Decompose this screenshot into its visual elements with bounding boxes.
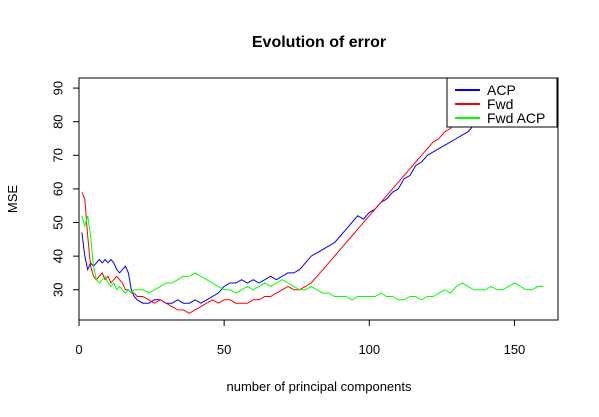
series-line-2 [81, 215, 544, 301]
plot-area [78, 77, 559, 321]
x-tick-label: 0 [75, 342, 82, 357]
legend-label-1: Fwd [487, 96, 513, 112]
y-tick-label: 30 [50, 283, 65, 297]
y-axis: 30 40 50 60 70 80 90 [50, 81, 79, 297]
x-axis: 0 50 100 150 [75, 320, 525, 357]
x-tick-label: 150 [504, 342, 526, 357]
y-tick-label: 90 [50, 81, 65, 95]
y-tick-label: 80 [50, 114, 65, 128]
legend-label-0: ACP [487, 82, 516, 98]
y-axis-label: MSE [5, 185, 20, 214]
y-tick-label: 40 [50, 249, 65, 263]
y-tick-label: 50 [50, 215, 65, 229]
y-tick-label: 70 [50, 148, 65, 162]
series-line-1 [81, 121, 468, 314]
series-layer [81, 121, 544, 314]
plot-frame [78, 77, 559, 321]
x-tick-label: 50 [217, 342, 231, 357]
y-tick-label: 60 [50, 182, 65, 196]
chart-title: Evolution of error [252, 34, 386, 51]
legend-label-2: Fwd ACP [487, 110, 545, 126]
x-tick-label: 100 [358, 342, 380, 357]
series-line-0 [81, 124, 475, 304]
x-axis-label: number of principal components [227, 379, 412, 394]
